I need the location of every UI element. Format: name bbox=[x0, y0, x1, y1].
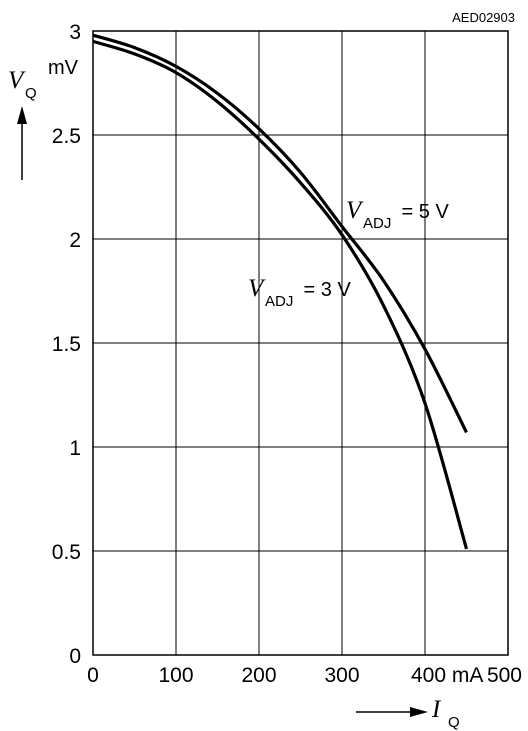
x-axis-label: I Q bbox=[431, 696, 460, 731]
x-axis-arrow bbox=[356, 707, 428, 717]
plot-frame bbox=[92, 30, 509, 656]
curve-label-5v-subscript: ADJ bbox=[363, 215, 391, 232]
y-tick-label: 0 bbox=[69, 645, 81, 668]
x-axis-label-symbol: I bbox=[431, 696, 442, 723]
x-tick-label: 0 bbox=[87, 664, 99, 687]
tick-labels: 0 100 200 300 400 mA 500 0 0.5 1 1.5 2 2.5 3 bbox=[52, 21, 522, 687]
y-tick-label: 2.5 bbox=[52, 125, 81, 148]
x-tick-label: 200 bbox=[241, 664, 276, 687]
x-axis-label-subscript: Q bbox=[448, 714, 460, 731]
y-tick-label: 3 bbox=[69, 21, 81, 44]
axes bbox=[92, 30, 509, 656]
x-tick-label: 500 bbox=[487, 664, 522, 687]
curves bbox=[92, 33, 469, 550]
y-tick-label: 1 bbox=[69, 437, 81, 460]
curve-vadj-5v bbox=[92, 33, 468, 434]
y-tick-label: 1.5 bbox=[52, 333, 81, 356]
curve-label-5v-symbol: V bbox=[346, 197, 364, 224]
y-axis-arrow bbox=[17, 106, 27, 180]
figure-code: AED02903 bbox=[452, 10, 515, 25]
y-axis-label-symbol: V bbox=[8, 67, 26, 94]
y-tick-label: 0.5 bbox=[52, 541, 81, 564]
y-axis-unit: mV bbox=[48, 57, 79, 79]
x-tick-label: 400 mA bbox=[411, 664, 483, 687]
curve-label-5v-value: = 5 V bbox=[396, 201, 449, 223]
curve-vadj-3v bbox=[92, 39, 469, 550]
grid bbox=[93, 31, 508, 655]
curve-label-3v-subscript: ADJ bbox=[265, 293, 293, 310]
y-tick-label: 2 bbox=[69, 229, 81, 252]
curve-label-3v-symbol: V bbox=[248, 275, 266, 302]
x-tick-label: 100 bbox=[158, 664, 193, 687]
curve-label-3v: V ADJ = 3 V bbox=[248, 275, 351, 310]
x-tick-label: 300 bbox=[324, 664, 359, 687]
curve-label-3v-value: = 3 V bbox=[298, 279, 351, 301]
y-axis-label-subscript: Q bbox=[25, 85, 37, 102]
y-axis-label: V Q mV bbox=[8, 57, 79, 102]
curve-label-5v: V ADJ = 5 V bbox=[346, 197, 449, 232]
